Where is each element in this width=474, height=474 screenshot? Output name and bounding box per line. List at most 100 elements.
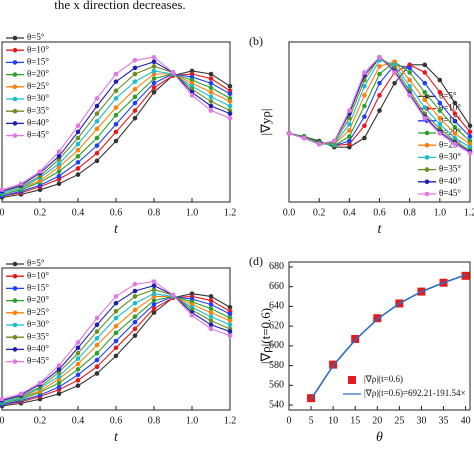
legend-label: θ=45° — [439, 188, 461, 198]
x-axis-label: θ — [376, 430, 383, 445]
data-point — [347, 134, 352, 139]
data-point — [75, 166, 81, 171]
data-point — [94, 103, 100, 109]
data-point — [37, 169, 43, 174]
x-tick-label: 5 — [309, 415, 314, 426]
data-point — [75, 350, 81, 356]
data-point — [347, 128, 352, 133]
x-tick-label: 1.0 — [186, 415, 199, 426]
legend-marker — [12, 261, 18, 267]
data-point — [0, 396, 5, 402]
data-point — [208, 310, 214, 315]
data-point — [362, 135, 367, 141]
data-point — [151, 80, 157, 86]
data-point — [94, 111, 100, 116]
data-point — [94, 357, 100, 363]
y-tick-label: 620 — [269, 320, 284, 331]
data-point — [452, 111, 458, 116]
data-point — [347, 115, 352, 121]
data-point — [208, 99, 214, 104]
panel-label: (b) — [249, 34, 263, 48]
data-point — [208, 89, 214, 95]
y-tick-label: 660 — [269, 281, 284, 292]
data-point — [461, 271, 470, 280]
legend-marker — [424, 142, 430, 148]
data-point — [452, 141, 458, 147]
legend-marker — [424, 130, 430, 136]
data-point — [151, 279, 157, 284]
data-point — [301, 135, 307, 141]
data-point — [113, 105, 119, 110]
legend-label: θ=35° — [27, 105, 49, 115]
data-point — [94, 364, 100, 370]
data-point — [113, 300, 119, 306]
data-point — [362, 103, 367, 109]
data-point — [113, 353, 119, 359]
data-point — [94, 118, 100, 124]
data-point — [407, 70, 412, 75]
x-tick-label: 0.6 — [110, 207, 123, 218]
data-point — [56, 391, 62, 397]
y-tick-label: 600 — [269, 340, 284, 351]
legend-label: θ=15° — [27, 282, 49, 292]
data-point — [422, 105, 428, 110]
data-point — [362, 93, 367, 98]
data-point — [467, 134, 473, 139]
data-point — [189, 313, 195, 318]
data-point — [75, 356, 81, 361]
data-point — [151, 287, 157, 292]
data-point — [189, 93, 195, 98]
data-point — [132, 300, 138, 306]
data-point — [75, 377, 81, 383]
data-point — [437, 77, 443, 83]
data-point — [56, 173, 62, 179]
data-point — [437, 100, 443, 106]
x-axis-label: t — [114, 430, 119, 445]
data-point — [316, 141, 322, 147]
data-point — [467, 150, 473, 156]
legend-label: θ=30° — [439, 151, 461, 161]
data-point — [227, 115, 233, 121]
data-point — [75, 172, 81, 177]
data-point — [75, 135, 81, 141]
data-point — [422, 89, 428, 95]
data-point — [113, 308, 119, 314]
x-tick-label: 0.8 — [148, 207, 161, 218]
data-point — [362, 83, 367, 89]
data-point — [208, 306, 214, 311]
x-tick-label: 0.0 — [283, 207, 296, 218]
data-point — [227, 329, 233, 334]
x-tick-label: 30 — [416, 415, 426, 426]
data-point — [208, 294, 214, 299]
data-point — [132, 281, 138, 287]
data-point — [151, 298, 157, 303]
data-point — [113, 88, 119, 94]
x-tick-label: 0.4 — [343, 207, 356, 218]
legend-label: θ=20° — [27, 69, 49, 79]
legend-marker — [12, 84, 18, 90]
data-point — [347, 121, 352, 127]
data-point — [227, 318, 233, 324]
x-tick-label: 0 — [0, 415, 5, 426]
data-point — [208, 298, 214, 303]
data-point — [94, 135, 100, 141]
data-point — [407, 65, 412, 71]
data-point — [373, 314, 382, 323]
data-point — [362, 70, 367, 75]
data-point — [18, 181, 24, 187]
data-point — [56, 161, 62, 167]
legend-marker — [424, 155, 430, 160]
x-tick-label: 1.0 — [434, 207, 447, 218]
data-point — [437, 89, 443, 95]
data-point — [151, 54, 157, 60]
data-point — [18, 391, 24, 397]
data-point — [94, 371, 100, 376]
data-point — [407, 93, 412, 98]
data-point — [208, 71, 214, 77]
y-axis-label: |∇ρ|(t=0.6) — [258, 308, 273, 364]
data-point — [75, 141, 81, 147]
data-point — [56, 149, 62, 155]
x-axis-label: t — [378, 222, 383, 237]
data-point — [94, 315, 100, 321]
